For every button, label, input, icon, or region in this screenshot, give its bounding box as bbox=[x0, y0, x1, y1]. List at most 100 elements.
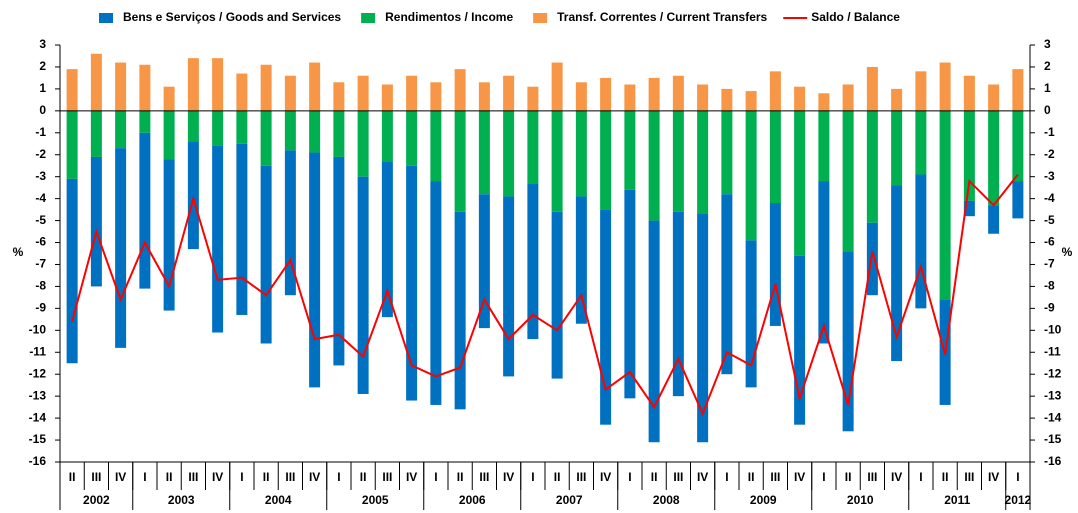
bar-segment bbox=[915, 71, 927, 111]
bar-segment bbox=[963, 110, 975, 201]
bar-segment bbox=[939, 110, 951, 300]
y2-tick-label: -15 bbox=[1044, 432, 1062, 446]
bar-segment bbox=[66, 69, 78, 111]
bar-segment bbox=[915, 110, 927, 175]
legend-swatch bbox=[361, 13, 376, 23]
bar-segment bbox=[866, 110, 878, 223]
x-tick-label: III bbox=[770, 470, 780, 484]
year-label: 2010 bbox=[847, 493, 874, 507]
bar-segment bbox=[697, 213, 709, 443]
y-tick-label: -6 bbox=[35, 235, 46, 249]
bar-segment bbox=[163, 159, 175, 311]
bar-segment bbox=[842, 110, 854, 252]
bar-segment bbox=[721, 194, 733, 375]
bar-segment bbox=[236, 110, 248, 144]
bar-segment bbox=[139, 110, 151, 133]
bar-segment bbox=[381, 84, 393, 111]
bar-segment bbox=[139, 64, 151, 111]
bar-segment bbox=[866, 66, 878, 111]
y2-tick-label: -13 bbox=[1044, 388, 1062, 402]
year-label: 2009 bbox=[750, 493, 777, 507]
y-tick-label: -11 bbox=[29, 344, 46, 358]
bar-segment bbox=[866, 222, 878, 296]
year-label: 2012 bbox=[1005, 493, 1032, 507]
y2-tick-label: -12 bbox=[1044, 366, 1062, 380]
bar-segment bbox=[1012, 69, 1024, 111]
bar-segment bbox=[284, 150, 296, 296]
bar-segment bbox=[818, 93, 830, 111]
bar-segment bbox=[842, 251, 854, 432]
bar-segment bbox=[575, 82, 587, 111]
legend-label: Bens e Serviços / Goods and Services bbox=[123, 10, 341, 24]
y2-tick-label: 2 bbox=[1044, 59, 1051, 73]
y2-tick-label: -1 bbox=[1044, 125, 1055, 139]
bar-segment bbox=[90, 110, 102, 157]
y-tick-label: -2 bbox=[35, 147, 46, 161]
y2-tick-label: -14 bbox=[1044, 410, 1062, 424]
x-tick-label: IV bbox=[406, 470, 417, 484]
bar-segment bbox=[478, 82, 490, 111]
y-tick-label: -16 bbox=[29, 454, 47, 468]
bar-segment bbox=[115, 148, 127, 348]
bar-segment bbox=[988, 205, 1000, 234]
x-tick-label: III bbox=[188, 470, 198, 484]
bar-segment bbox=[357, 176, 369, 394]
bar-segment bbox=[236, 73, 248, 111]
x-tick-label: IV bbox=[115, 470, 126, 484]
bar-segment bbox=[66, 178, 78, 364]
bar-segment bbox=[769, 110, 781, 204]
bar-segment bbox=[745, 110, 757, 241]
x-tick-label: IV bbox=[503, 470, 514, 484]
bar-segment bbox=[90, 156, 102, 287]
y2-tick-label: -5 bbox=[1044, 213, 1055, 227]
x-tick-label: II bbox=[360, 470, 367, 484]
legend-label: Transf. Correntes / Current Transfers bbox=[557, 10, 767, 24]
x-tick-label: IV bbox=[697, 470, 708, 484]
bar-segment bbox=[454, 211, 466, 410]
x-tick-label: I bbox=[822, 470, 825, 484]
y-tick-label: -1 bbox=[35, 125, 46, 139]
bar-segment bbox=[260, 64, 272, 111]
bar-segment bbox=[90, 53, 102, 111]
x-tick-label: III bbox=[964, 470, 974, 484]
y2-tick-label: -16 bbox=[1044, 454, 1062, 468]
bar-segment bbox=[187, 110, 199, 142]
bar-segment bbox=[600, 77, 612, 111]
x-tick-label: III bbox=[382, 470, 392, 484]
bar-segment bbox=[672, 75, 684, 111]
x-tick-label: I bbox=[725, 470, 728, 484]
y2-tick-label: 1 bbox=[1044, 81, 1051, 95]
bar-segment bbox=[794, 86, 806, 111]
bar-segment bbox=[406, 110, 418, 166]
bar-segment bbox=[503, 110, 515, 197]
bar-segment bbox=[115, 62, 127, 111]
year-label: 2004 bbox=[265, 493, 292, 507]
bar-segment bbox=[624, 110, 636, 190]
bar-segment bbox=[333, 156, 345, 366]
bar-segment bbox=[672, 211, 684, 397]
x-tick-label: II bbox=[166, 470, 173, 484]
year-label: 2007 bbox=[556, 493, 583, 507]
y-tick-label: 3 bbox=[39, 37, 46, 51]
x-tick-label: IV bbox=[600, 470, 611, 484]
bar-segment bbox=[381, 110, 393, 162]
y-tick-label: 1 bbox=[39, 81, 46, 95]
x-tick-label: IV bbox=[212, 470, 223, 484]
legend-swatch bbox=[533, 13, 548, 23]
y2-tick-label: -3 bbox=[1044, 169, 1055, 183]
y-tick-label: -14 bbox=[29, 410, 47, 424]
bar-segment bbox=[454, 69, 466, 111]
x-tick-label: II bbox=[554, 470, 561, 484]
bar-segment bbox=[430, 82, 442, 111]
bar-segment bbox=[212, 58, 224, 111]
bar-segment bbox=[600, 110, 612, 210]
bar-segment bbox=[527, 183, 539, 340]
y-tick-label: -13 bbox=[29, 388, 47, 402]
x-tick-label: I bbox=[531, 470, 534, 484]
y-tick-label: -4 bbox=[35, 191, 46, 205]
y-tick-label: -15 bbox=[29, 432, 47, 446]
x-tick-label: III bbox=[867, 470, 877, 484]
line-series bbox=[71, 173, 1019, 417]
x-tick-label: II bbox=[845, 470, 852, 484]
bar-segment bbox=[115, 110, 127, 149]
